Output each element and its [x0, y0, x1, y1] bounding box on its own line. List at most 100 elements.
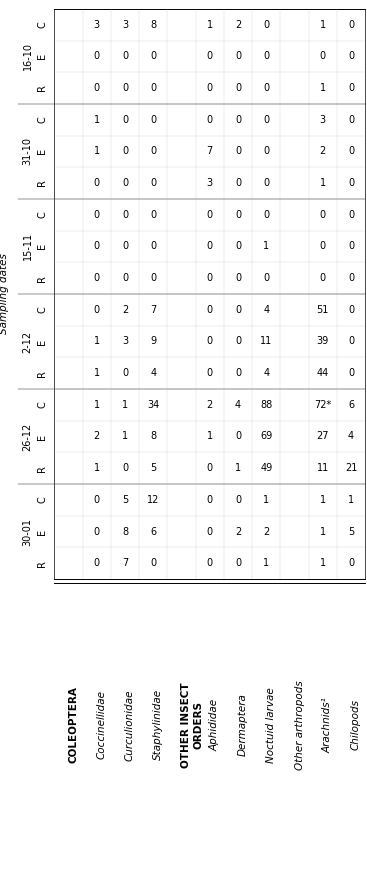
Text: 3: 3 — [122, 337, 128, 347]
Text: R: R — [37, 85, 47, 91]
Text: 0: 0 — [150, 51, 156, 61]
Text: 0: 0 — [150, 273, 156, 283]
Text: C: C — [37, 401, 47, 408]
Text: 0: 0 — [320, 273, 326, 283]
Text: 34: 34 — [147, 400, 159, 410]
Text: E: E — [37, 149, 47, 155]
Text: 0: 0 — [150, 178, 156, 188]
Text: 0: 0 — [263, 210, 269, 220]
Text: 0: 0 — [235, 115, 241, 125]
Text: 2: 2 — [235, 19, 241, 30]
Text: R: R — [37, 465, 47, 471]
Text: 0: 0 — [122, 241, 128, 251]
Text: 0: 0 — [235, 51, 241, 61]
Text: 1: 1 — [263, 558, 269, 568]
Text: 0: 0 — [263, 19, 269, 30]
Text: 0: 0 — [348, 558, 354, 568]
Text: 8: 8 — [150, 19, 156, 30]
Text: 4: 4 — [263, 305, 269, 315]
Text: 44: 44 — [317, 368, 329, 378]
Text: C: C — [37, 21, 47, 28]
Text: 0: 0 — [235, 431, 241, 441]
Text: Coccinellidae: Coccinellidae — [97, 690, 107, 759]
Text: 0: 0 — [235, 241, 241, 251]
Text: E: E — [37, 339, 47, 345]
Text: 4: 4 — [263, 368, 269, 378]
Text: 1: 1 — [122, 400, 128, 410]
Text: 1: 1 — [94, 368, 100, 378]
Text: 27: 27 — [316, 431, 329, 441]
Text: E: E — [37, 53, 47, 59]
Text: 0: 0 — [122, 51, 128, 61]
Text: 0: 0 — [235, 558, 241, 568]
Text: 8: 8 — [150, 431, 156, 441]
Text: 0: 0 — [94, 558, 100, 568]
Text: 2: 2 — [94, 431, 100, 441]
Text: 0: 0 — [348, 19, 354, 30]
Text: 4: 4 — [150, 368, 156, 378]
Text: 6: 6 — [348, 400, 354, 410]
Text: 1: 1 — [320, 83, 326, 93]
Text: 4: 4 — [348, 431, 354, 441]
Text: 0: 0 — [122, 178, 128, 188]
Text: 0: 0 — [348, 147, 354, 156]
Text: 0: 0 — [348, 273, 354, 283]
Text: 3: 3 — [122, 19, 128, 30]
Text: 49: 49 — [260, 463, 272, 473]
Text: 51: 51 — [317, 305, 329, 315]
Text: 0: 0 — [94, 495, 100, 505]
Text: 0: 0 — [94, 527, 100, 537]
Text: 0: 0 — [122, 83, 128, 93]
Text: 0: 0 — [235, 337, 241, 347]
Text: 0: 0 — [263, 51, 269, 61]
Text: 1: 1 — [94, 463, 100, 473]
Text: 0: 0 — [348, 178, 354, 188]
Text: 4: 4 — [235, 400, 241, 410]
Text: 0: 0 — [235, 495, 241, 505]
Text: 0: 0 — [94, 273, 100, 283]
Text: 1: 1 — [207, 431, 213, 441]
Text: 0: 0 — [150, 115, 156, 125]
Text: 0: 0 — [348, 337, 354, 347]
Text: 0: 0 — [235, 273, 241, 283]
Text: Chilopods: Chilopods — [351, 699, 361, 751]
Text: 0: 0 — [150, 558, 156, 568]
Text: R: R — [37, 370, 47, 377]
Text: 0: 0 — [263, 115, 269, 125]
Text: 0: 0 — [94, 210, 100, 220]
Text: 0: 0 — [122, 147, 128, 156]
Text: 0: 0 — [207, 115, 213, 125]
Text: 31-10: 31-10 — [22, 137, 33, 165]
Text: 0: 0 — [235, 368, 241, 378]
Text: 2: 2 — [207, 400, 213, 410]
Text: 0: 0 — [94, 83, 100, 93]
Text: 0: 0 — [235, 83, 241, 93]
Text: 6: 6 — [150, 527, 156, 537]
Text: 2: 2 — [235, 527, 241, 537]
Text: 0: 0 — [150, 83, 156, 93]
Text: C: C — [37, 117, 47, 123]
Text: R: R — [37, 560, 47, 567]
Text: 1: 1 — [94, 115, 100, 125]
Text: 0: 0 — [320, 210, 326, 220]
Text: 0: 0 — [348, 305, 354, 315]
Text: Staphylinidae: Staphylinidae — [153, 690, 163, 760]
Text: 0: 0 — [235, 178, 241, 188]
Text: 0: 0 — [122, 273, 128, 283]
Text: 69: 69 — [260, 431, 272, 441]
Text: 0: 0 — [207, 495, 213, 505]
Text: 1: 1 — [122, 431, 128, 441]
Text: 30-01: 30-01 — [22, 517, 33, 545]
Text: C: C — [37, 307, 47, 313]
Text: 5: 5 — [348, 527, 354, 537]
Text: 0: 0 — [150, 147, 156, 156]
Text: 0: 0 — [207, 337, 213, 347]
Text: 0: 0 — [122, 115, 128, 125]
Text: C: C — [37, 497, 47, 503]
Text: 1: 1 — [320, 19, 326, 30]
Text: 0: 0 — [94, 241, 100, 251]
Text: 0: 0 — [348, 210, 354, 220]
Text: 7: 7 — [207, 147, 213, 156]
Text: 12: 12 — [147, 495, 159, 505]
Text: 0: 0 — [348, 115, 354, 125]
